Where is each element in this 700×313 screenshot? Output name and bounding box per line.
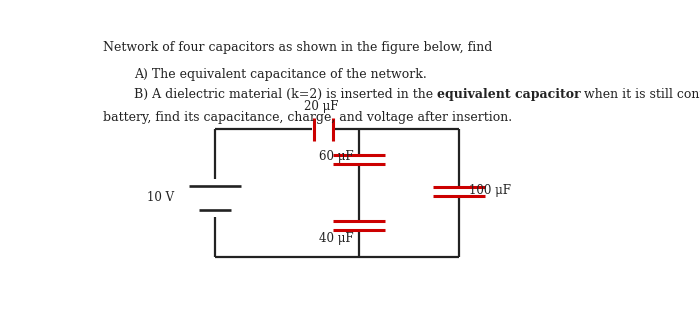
Text: 10 V: 10 V — [147, 191, 174, 204]
Text: equivalent capacitor: equivalent capacitor — [437, 88, 580, 101]
Text: A) The equivalent capacitance of the network.: A) The equivalent capacitance of the net… — [134, 68, 426, 81]
Text: B) A dielectric material (k=2) is inserted in the: B) A dielectric material (k=2) is insert… — [134, 88, 437, 101]
Text: 60 μF: 60 μF — [318, 150, 354, 163]
Text: Network of four capacitors as shown in the figure below, find: Network of four capacitors as shown in t… — [103, 41, 492, 54]
Text: 40 μF: 40 μF — [318, 232, 354, 244]
Text: 20 μF: 20 μF — [304, 100, 338, 114]
Text: battery, find its capacitance, charge, and voltage after insertion.: battery, find its capacitance, charge, a… — [103, 111, 512, 124]
Text: 100 μF: 100 μF — [469, 184, 511, 197]
Text: when it is still connected to the: when it is still connected to the — [580, 88, 700, 101]
